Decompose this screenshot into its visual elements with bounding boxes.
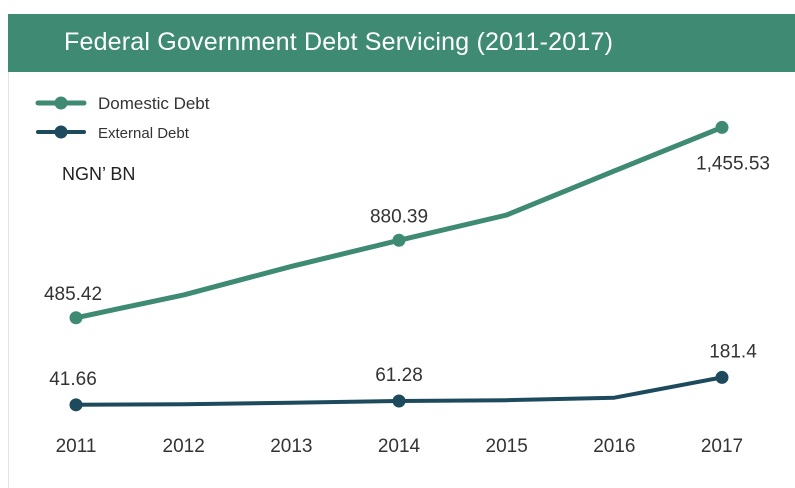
data-label-external-debt-2017: 181.4	[709, 341, 757, 362]
legend-marker-external-debt	[54, 125, 68, 139]
data-label-domestic-debt-2017: 1,455.53	[696, 153, 770, 174]
data-label-external-debt-2014: 61.28	[375, 365, 423, 386]
x-tick-label-2016: 2016	[593, 436, 635, 457]
x-tick-label-2015: 2015	[486, 436, 528, 457]
legend-marker-domestic-debt	[54, 96, 68, 110]
frame-divider	[8, 72, 9, 488]
data-point-external-debt-2014	[392, 394, 406, 408]
chart-title: Federal Government Debt Servicing (2011-…	[64, 28, 614, 56]
x-tick-label-2011: 2011	[56, 436, 97, 457]
data-point-domestic-debt-2011	[69, 311, 83, 325]
unit-label: NGN’ BN	[62, 164, 135, 184]
data-label-domestic-debt-2014: 880.39	[370, 206, 428, 227]
title-bar: Federal Government Debt Servicing (2011-…	[8, 14, 795, 72]
data-point-domestic-debt-2017	[715, 120, 729, 134]
data-label-external-debt-2011: 41.66	[49, 369, 97, 390]
data-point-external-debt-2011	[69, 398, 83, 412]
x-tick-label-2014: 2014	[378, 436, 421, 457]
x-tick-label-2012: 2012	[163, 436, 205, 457]
data-point-external-debt-2017	[715, 370, 729, 384]
x-tick-label-2013: 2013	[270, 436, 312, 457]
x-tick-label-2017: 2017	[701, 436, 743, 457]
legend-label-external-debt: External Debt	[98, 125, 190, 142]
data-point-domestic-debt-2014	[392, 233, 406, 247]
data-label-domestic-debt-2011: 485.42	[44, 284, 102, 305]
legend-label-domestic-debt: Domestic Debt	[98, 94, 210, 113]
